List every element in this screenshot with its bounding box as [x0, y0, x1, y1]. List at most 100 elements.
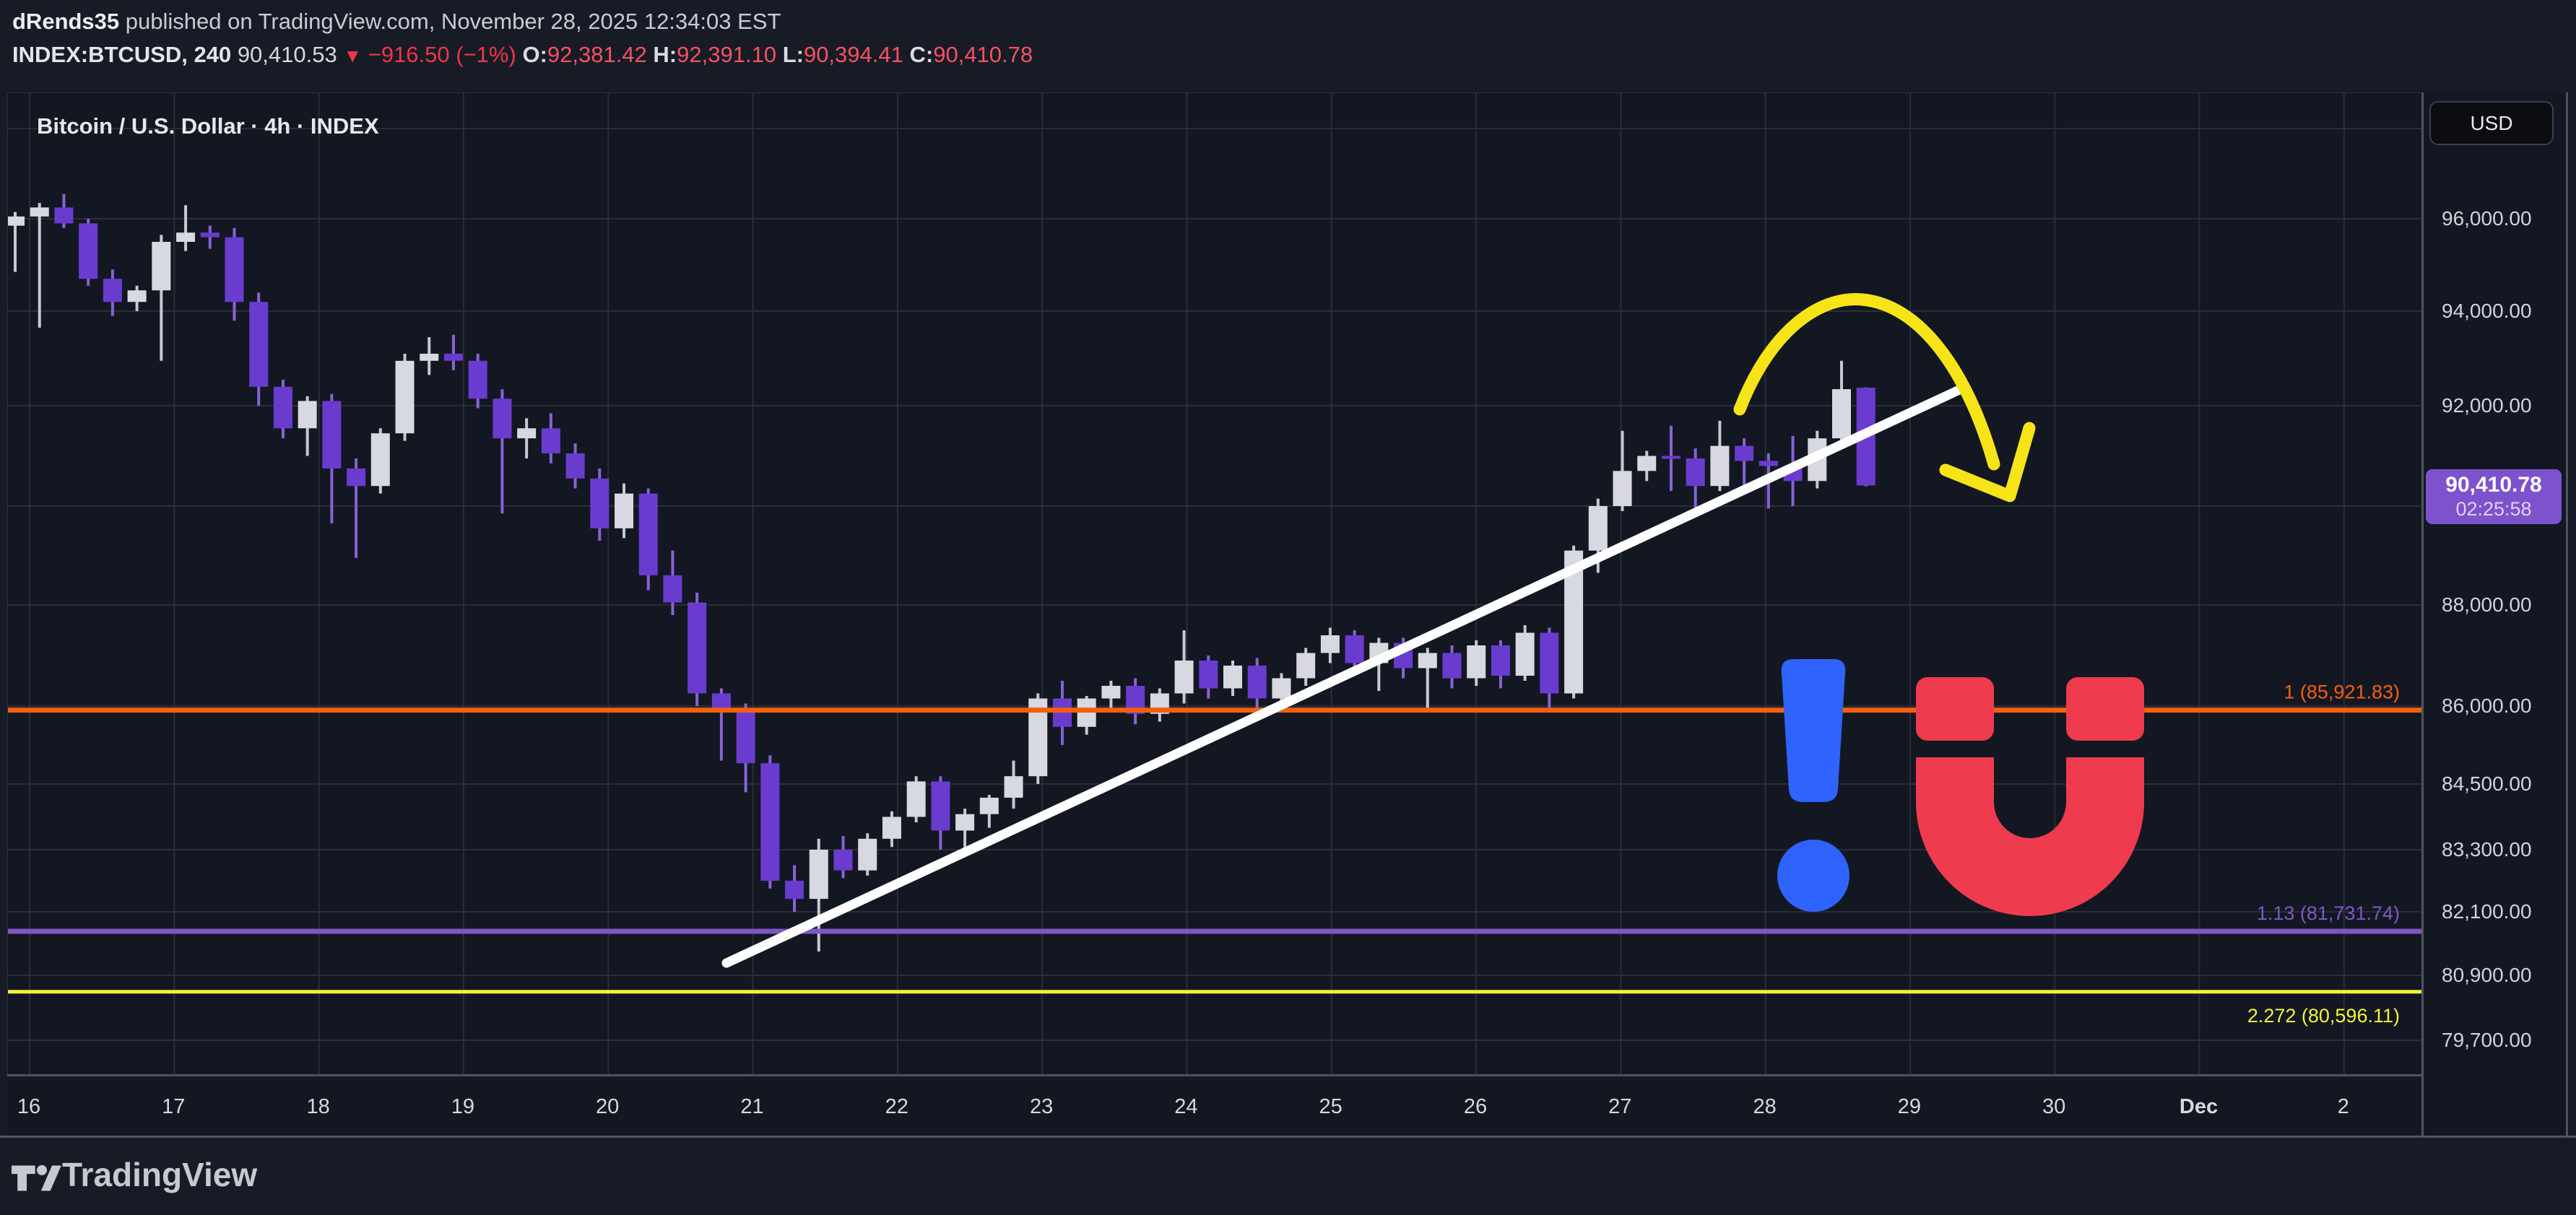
price-scale[interactable]: USD 96,000.00 94,000.00 92,000.00 88,000.00… — [2421, 92, 2568, 1136]
candle-body — [225, 237, 244, 302]
candle-body — [931, 781, 950, 831]
candlestick-chart: 1 (85,921.83) 1.13 (81,731.74) 2.272 (80,5… — [8, 93, 2422, 1075]
candle-body — [1758, 461, 1778, 466]
candle-body — [1588, 506, 1608, 551]
candle-body — [1661, 456, 1681, 459]
time-axis-label: 18 — [306, 1095, 330, 1118]
candle-body — [1320, 635, 1340, 653]
magnet-icon-cap — [1916, 677, 1994, 741]
candle-body — [395, 360, 415, 434]
candle-body — [1491, 645, 1510, 676]
candle-body — [152, 242, 171, 291]
candle-body — [1710, 445, 1730, 487]
fib-level-label: 2.272 (80,596.11) — [2247, 1005, 2400, 1027]
price-axis-label: 82,100.00 — [2442, 900, 2532, 923]
candle-body — [1101, 686, 1121, 699]
candle-body — [79, 223, 98, 279]
chart-title: Bitcoin / U.S. Dollar · 4h · INDEX — [37, 113, 379, 139]
curved-arrow-head — [1939, 422, 2036, 502]
candle-body — [176, 232, 196, 242]
open-label: O: — [522, 42, 547, 67]
candle-body — [1077, 698, 1096, 727]
high-label: H: — [653, 42, 677, 67]
close-label: C: — [909, 42, 934, 67]
candle-body — [1004, 776, 1023, 798]
candle-body — [1174, 661, 1194, 694]
candle-body — [1223, 666, 1242, 689]
candle-body — [249, 302, 269, 387]
currency-toggle-button[interactable]: USD — [2429, 101, 2554, 145]
time-axis-label: Dec — [2179, 1095, 2219, 1118]
tradingview-logo-icon[interactable] — [12, 1155, 62, 1201]
time-axis-label: 2 — [2337, 1095, 2349, 1118]
exclamation-icon-dot — [1777, 840, 1849, 912]
badge-price: 90,410.78 — [2445, 473, 2542, 497]
time-axis-label: 29 — [1897, 1095, 1922, 1118]
candle-body — [541, 428, 560, 454]
price-axis-label: 94,000.00 — [2442, 300, 2532, 322]
candle-body — [1735, 445, 1754, 461]
last-price-badge: 90,410.78 02:25:58 — [2426, 469, 2562, 524]
candle-body — [1272, 678, 1291, 699]
candle-body — [273, 386, 292, 429]
candle-body — [8, 216, 25, 226]
price-axis-label: 88,000.00 — [2442, 593, 2532, 616]
candle-body — [1515, 632, 1535, 676]
price-axis-label: 86,000.00 — [2442, 694, 2532, 717]
candle-body — [54, 207, 74, 224]
open-value: 92,381.42 — [547, 42, 647, 67]
price-axis-label: 83,300.00 — [2442, 838, 2532, 861]
trendline-drawing — [721, 385, 1964, 968]
candle-body — [858, 838, 877, 871]
time-axis-label: 17 — [162, 1095, 186, 1118]
candle-body — [1345, 635, 1364, 663]
candle-body — [1296, 653, 1316, 679]
candle-body — [955, 814, 975, 831]
tradingview-logo-text[interactable]: TradingView — [62, 1156, 258, 1193]
arrow-down-icon: ▼ — [343, 45, 363, 66]
time-axis-label: 26 — [1463, 1095, 1488, 1118]
candle-body — [1832, 389, 1851, 439]
candle-body — [1247, 666, 1267, 699]
candle-body — [1467, 645, 1486, 679]
candle-body — [420, 353, 439, 361]
price-change: −916.50 (−1%) — [368, 42, 516, 67]
time-axis-label: 28 — [1753, 1095, 1777, 1118]
curved-arrow-drawing — [1733, 293, 2000, 471]
time-axis-label: 25 — [1319, 1095, 1343, 1118]
candle-body — [1613, 471, 1632, 506]
fib-level-label: 1 (85,921.83) — [2284, 681, 2400, 703]
candle-body — [1637, 456, 1657, 471]
time-axis-label: 23 — [1029, 1095, 1054, 1118]
time-axis-label: 20 — [596, 1095, 620, 1118]
price-axis-label: 84,500.00 — [2442, 772, 2532, 795]
time-axis-label: 30 — [2042, 1095, 2066, 1118]
candle-body — [443, 353, 463, 361]
candle-body — [736, 711, 755, 764]
candle-body — [833, 850, 853, 871]
chart-pane[interactable]: Bitcoin / U.S. Dollar · 4h · INDEX 1 (85… — [7, 92, 2422, 1075]
magnet-icon-cap — [2066, 677, 2144, 741]
candle-body — [322, 401, 342, 469]
candle-body — [565, 453, 585, 479]
candle-body — [882, 816, 901, 839]
candle-body — [1686, 458, 1705, 487]
candle-body — [785, 881, 805, 900]
candle-body — [468, 360, 487, 399]
candle-body — [590, 478, 610, 528]
time-axis-label: 21 — [740, 1095, 764, 1118]
candle-body — [638, 493, 658, 575]
candle-body — [979, 797, 999, 814]
candle-body — [30, 207, 49, 217]
byline-text: published on TradingView.com, November 2… — [119, 9, 781, 34]
low-label: L: — [782, 42, 804, 67]
low-value: 90,394.41 — [803, 42, 903, 67]
time-axis-label: 27 — [1608, 1095, 1632, 1118]
candle-body — [347, 468, 366, 487]
candle-body — [127, 290, 147, 302]
byline: dRends35 published on TradingView.com, N… — [12, 9, 781, 35]
price-axis-label: 92,000.00 — [2442, 394, 2532, 417]
candle-body — [1199, 661, 1218, 689]
time-scale[interactable]: 16 17 18 19 20 21 22 23 24 25 26 27 28 29 30 Dec 2 — [7, 1074, 2421, 1138]
